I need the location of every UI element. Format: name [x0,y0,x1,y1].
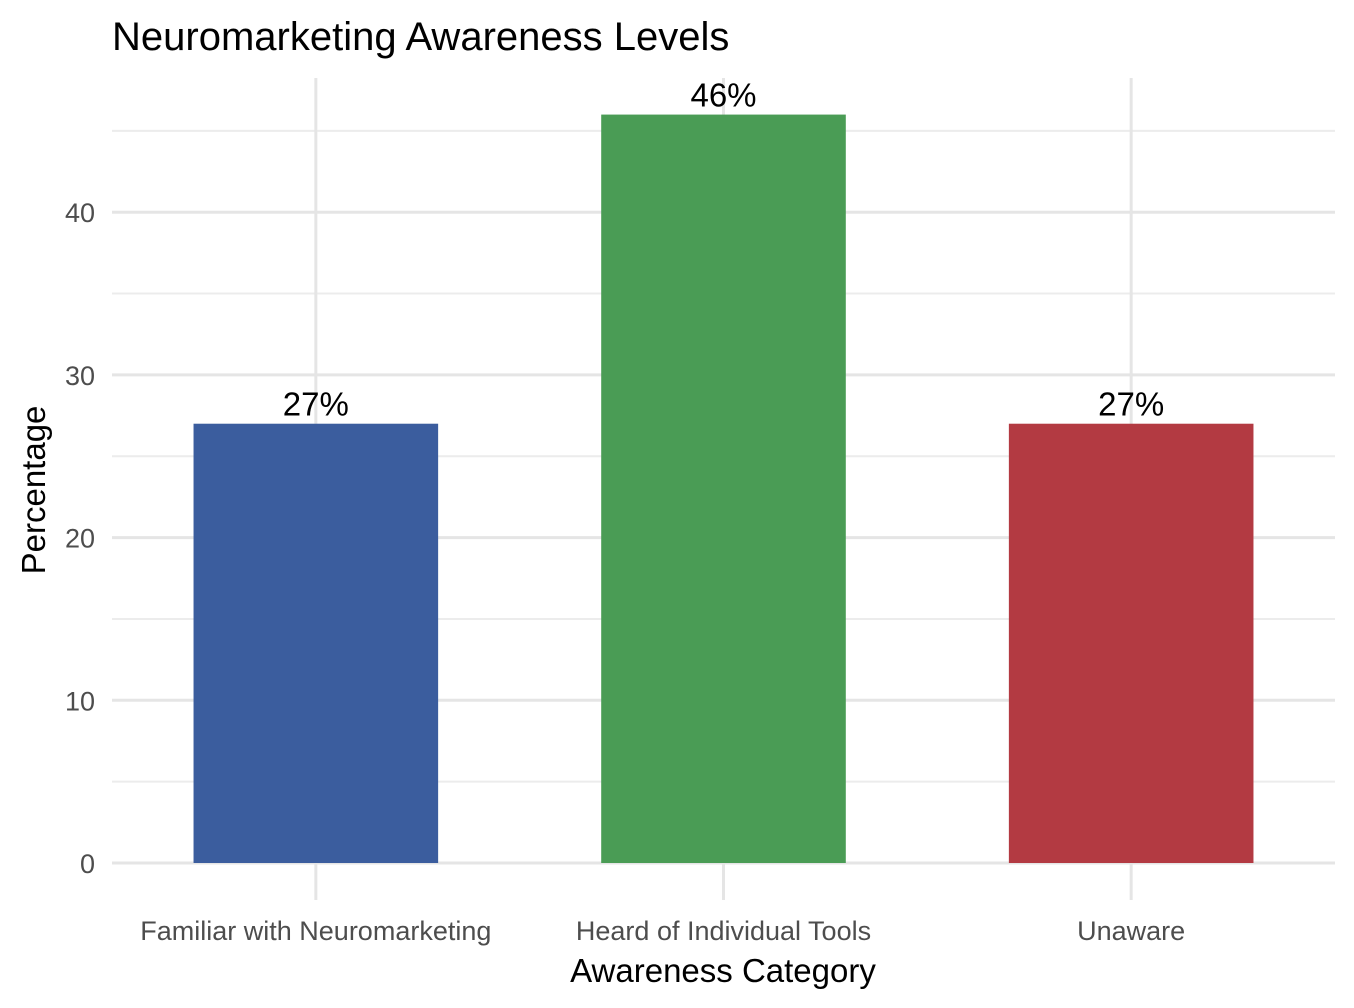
bar [601,114,846,863]
bar-value-label: 46% [690,77,756,114]
bar-value-label: 27% [1098,386,1164,423]
bar [193,423,439,863]
chart-title: Neuromarketing Awareness Levels [112,15,729,59]
y-tick-label: 10 [65,686,95,716]
y-tick-label: 40 [65,198,95,228]
x-tick-label: Familiar with Neuromarketing [140,916,491,946]
bar [1008,423,1254,863]
y-tick-label: 30 [65,361,95,391]
y-tick-label: 0 [80,849,95,879]
x-axis-ticks: Familiar with Neuromarketing Heard of Ind… [140,916,1185,946]
x-tick-label: Heard of Individual Tools [576,916,871,946]
bars [193,114,1254,863]
data-labels: 27% 46% 27% [283,77,1164,423]
y-axis-ticks: 0 10 20 30 40 [65,198,95,879]
bar-value-label: 27% [283,386,349,423]
y-axis-title: Percentage [15,406,52,575]
x-axis-title: Awareness Category [570,952,876,989]
x-tick-label: Unaware [1077,916,1185,946]
y-tick-label: 20 [65,524,95,554]
